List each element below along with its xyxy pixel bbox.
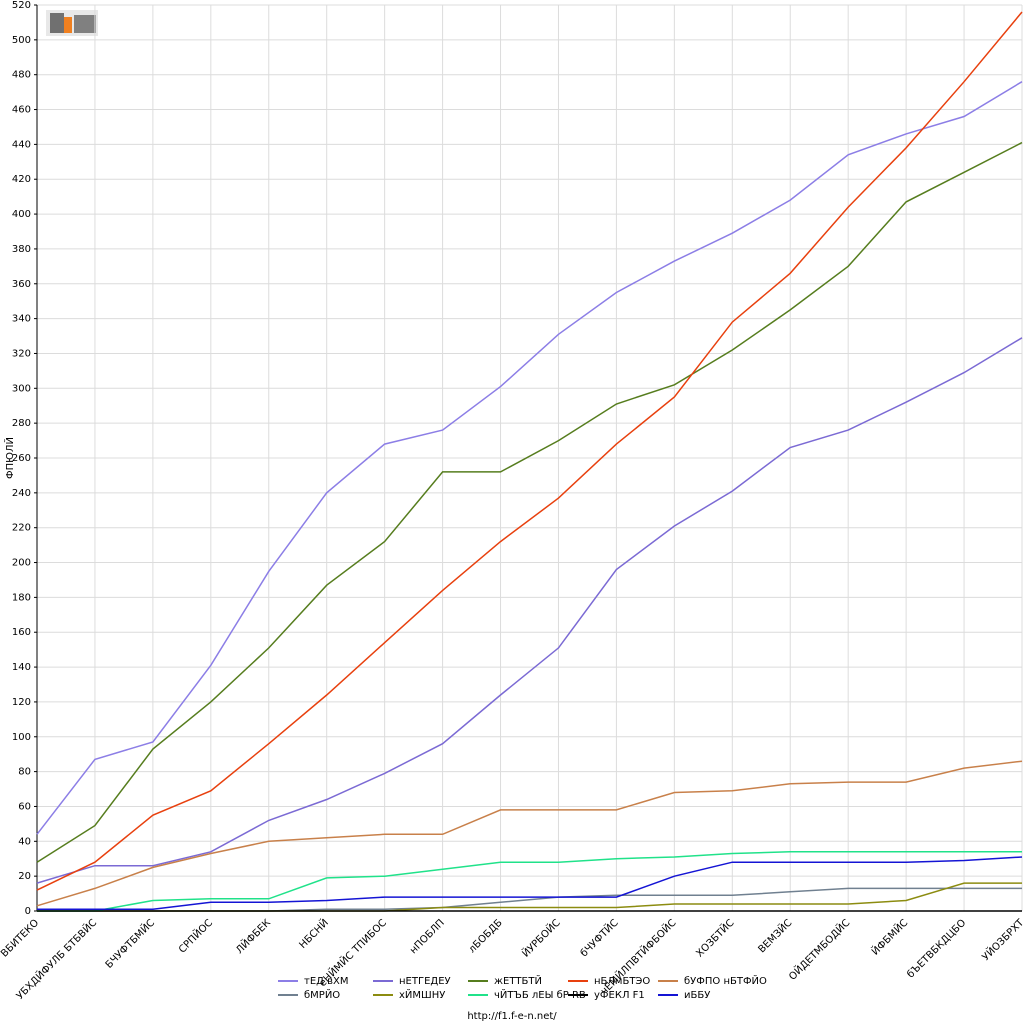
- series-line: [36, 337, 1023, 884]
- legend-label: хЙМШНУ: [399, 988, 445, 1001]
- x-tick-label: БЧУФТБМЙС: [102, 916, 157, 971]
- y-tick-label: 300: [12, 383, 31, 394]
- x-tick-label: ОЙДЕТМБОДЙС: [786, 916, 853, 983]
- y-tick-label: 160: [12, 627, 31, 638]
- logo-part: [74, 15, 96, 33]
- y-axis-label: ФПЮЛЙ: [3, 437, 16, 479]
- y-tick-label: 20: [18, 871, 31, 882]
- y-tick-label: 360: [12, 279, 31, 290]
- legend-label: жЕТТБТЙ: [494, 974, 542, 987]
- legend-label: иББУ: [684, 990, 710, 1001]
- y-tick-label: 120: [12, 697, 31, 708]
- x-tick-label: СРПЙОС: [176, 916, 216, 956]
- y-tick-label: 280: [12, 418, 31, 429]
- legend-label: уФЕКЛ F1: [594, 990, 645, 1001]
- x-tick-label: УЙОЗБРХТ: [979, 915, 1024, 963]
- legend-label: тЕД вХМ: [304, 976, 349, 987]
- logo-part: [50, 13, 64, 33]
- legend-label: бМРЙО: [304, 988, 340, 1001]
- legend-label: бУФПО нБТФЙО: [684, 974, 767, 987]
- x-tick-label: нПОБЛП: [408, 917, 447, 956]
- y-tick-label: 180: [12, 592, 31, 603]
- y-tick-label: 400: [12, 209, 31, 220]
- x-tick-label: НБСНЙ: [296, 916, 331, 951]
- legend-label: нБЛмБТЭО: [594, 976, 650, 987]
- y-tick-label: 440: [12, 139, 31, 150]
- y-tick-label: 320: [12, 348, 31, 359]
- y-tick-label: 60: [18, 801, 31, 812]
- footer: http://f1.f-e-n.net/: [467, 1011, 557, 1022]
- y-tick-label: 420: [12, 174, 31, 185]
- y-tick-label: 40: [18, 836, 31, 847]
- y-tick-label: 520: [12, 0, 31, 11]
- y-tick-label: 200: [12, 558, 31, 569]
- series-line: [36, 141, 1023, 863]
- logo: [46, 10, 98, 36]
- logo-part: [64, 17, 72, 33]
- x-tick-label: ЙФБМЙС: [869, 916, 911, 958]
- y-tick-label: 80: [18, 767, 31, 778]
- series-line: [36, 11, 1023, 891]
- x-tick-label: лБОБДБ: [467, 917, 505, 955]
- y-tick-label: 480: [12, 70, 31, 81]
- x-tick-label: ВБИТЕКО: [0, 917, 41, 959]
- x-tick-label: бЪЕТВБКДЦБО: [905, 917, 968, 980]
- x-tick-label: ВЕМЗЙС: [755, 916, 794, 955]
- y-tick-label: 460: [12, 105, 31, 116]
- series-line: [36, 760, 1023, 907]
- y-tick-label: 0: [25, 906, 31, 917]
- x-tick-label: бЧУФТЙС: [577, 916, 620, 959]
- series-line: [37, 856, 1023, 911]
- y-tick-label: 100: [12, 732, 31, 743]
- y-tick-label: 240: [12, 488, 31, 499]
- y-tick-label: 140: [12, 662, 31, 673]
- series-line: [37, 851, 1022, 912]
- legend-label: чЙТЪБ лЕЫ бР RB: [494, 988, 586, 1001]
- y-tick-label: 500: [12, 35, 31, 46]
- y-tick-label: 260: [12, 453, 31, 464]
- y-tick-label: 340: [12, 314, 31, 325]
- x-tick-label: ЛЙФБЕК: [233, 916, 273, 956]
- x-tick-label: ЙУРБОЙС: [519, 916, 563, 960]
- y-tick-label: 380: [12, 244, 31, 255]
- legend-label: нЕТГЕДЕУ: [399, 976, 451, 987]
- x-tick-label: ХОЗБТЙС: [693, 916, 737, 960]
- series-line: [36, 81, 1023, 835]
- y-tick-label: 220: [12, 523, 31, 534]
